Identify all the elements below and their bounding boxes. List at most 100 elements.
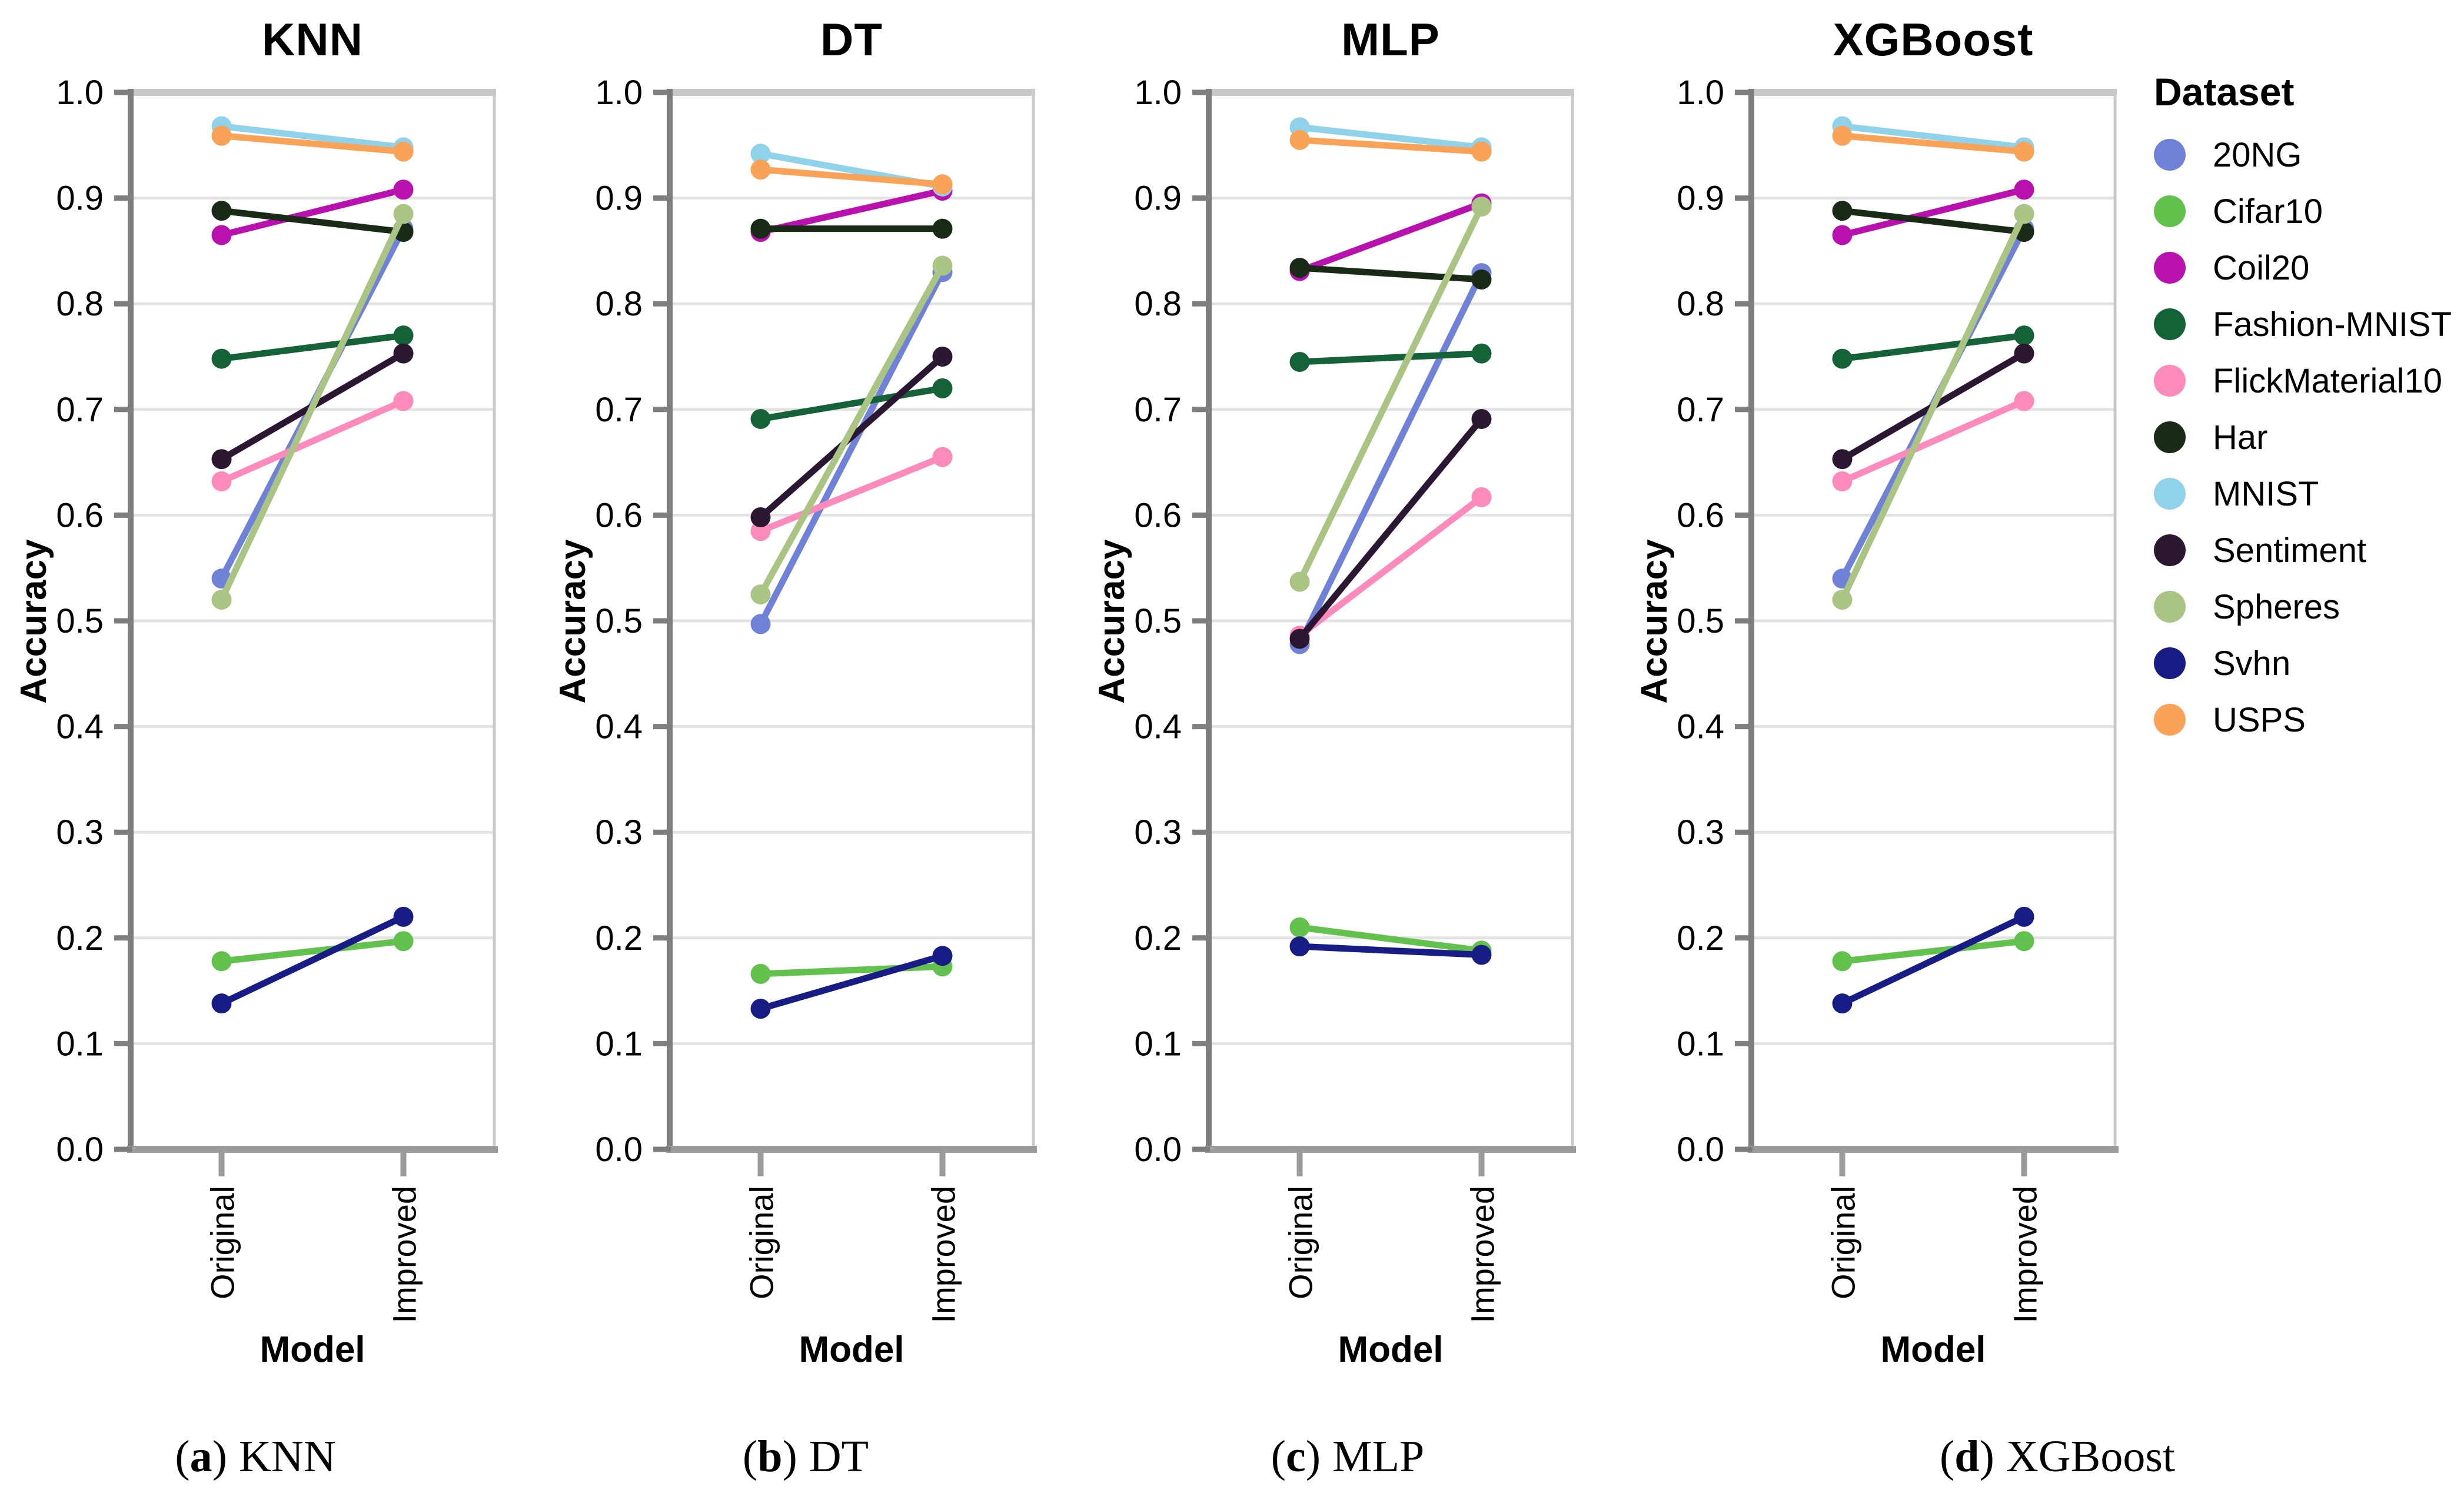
legend-label: USPS xyxy=(2213,700,2306,739)
y-tick-label: 0.7 xyxy=(1134,391,1182,429)
y-tick-label: 0.3 xyxy=(595,813,643,852)
series-point xyxy=(1289,571,1310,592)
caption-text: DT xyxy=(809,1432,869,1481)
legend-swatch-fashion-mnist xyxy=(2154,308,2186,340)
series-line xyxy=(1839,937,2027,965)
y-tick-label: 0.4 xyxy=(1677,708,1724,746)
caption-b: (b) DT xyxy=(570,1431,1041,1482)
y-tick-label: 1.0 xyxy=(1134,74,1182,112)
caption-paren: ) xyxy=(782,1432,797,1481)
caption-letter: a xyxy=(189,1432,212,1481)
y-tick-label: 0.6 xyxy=(595,496,643,534)
y-tick-label: 0.9 xyxy=(1677,179,1724,218)
x-tick-label: Original xyxy=(1282,1186,1319,1299)
series-point xyxy=(750,144,771,164)
series-line xyxy=(1296,200,1485,275)
x-tick-label: Original xyxy=(204,1186,241,1299)
y-tick-label: 0.2 xyxy=(56,919,104,957)
series-line xyxy=(1839,913,2027,1007)
series-point xyxy=(932,447,953,467)
series-point xyxy=(932,946,953,966)
series-line xyxy=(218,186,407,238)
y-tick-label: 0.5 xyxy=(1134,602,1182,640)
series-line xyxy=(757,952,946,1012)
series-line xyxy=(1296,264,1485,283)
caption-paren: ( xyxy=(175,1432,190,1481)
series-point xyxy=(750,963,771,984)
caption-paren: ) xyxy=(212,1432,227,1481)
y-tick-label: 0.8 xyxy=(595,285,643,323)
legend-label: Fashion-MNIST xyxy=(2213,305,2452,344)
legend-label: FlickMaterial10 xyxy=(2213,361,2442,400)
series-point xyxy=(1471,487,1492,507)
series-point xyxy=(211,993,232,1014)
y-axis-label: Accuracy xyxy=(14,539,54,704)
legend-item-fashion-mnist: Fashion-MNIST xyxy=(2154,305,2452,344)
series-point xyxy=(750,521,771,541)
series-point xyxy=(393,325,414,346)
series-line xyxy=(1296,494,1485,639)
series-point xyxy=(393,906,414,927)
series-point xyxy=(1289,129,1310,150)
series-point xyxy=(1471,196,1492,217)
series-point xyxy=(1832,590,1853,610)
panel-xgboost: XGBoost 1.0 0.9 0.8 0.7 0.6 0.5 0.4 0.3 0.2 0.1 0.… xyxy=(1621,0,2162,1503)
series-point xyxy=(1832,951,1853,972)
y-tick-label: 0.2 xyxy=(1677,919,1724,957)
legend-label: Sentiment xyxy=(2213,531,2367,570)
y-tick-label: 1.0 xyxy=(1677,74,1724,112)
y-tick-label: 0.9 xyxy=(56,179,104,218)
x-tick-label: Original xyxy=(743,1186,780,1299)
y-tick-label: 0.8 xyxy=(56,285,104,323)
series-line xyxy=(757,385,946,423)
series-line xyxy=(218,207,407,235)
legend-label: Coil20 xyxy=(2213,248,2310,287)
series-line xyxy=(757,963,946,977)
caption-text: KNN xyxy=(238,1432,336,1481)
legend-item-mnist: MNIST xyxy=(2154,475,2452,513)
series-line xyxy=(1839,186,2027,238)
series-point xyxy=(393,343,414,364)
series-point xyxy=(2014,204,2034,224)
series-point xyxy=(393,179,414,200)
y-tick-label: 0.7 xyxy=(595,391,643,429)
x-tick-label: Improved xyxy=(2007,1186,2044,1323)
panel-title-mlp: MLP xyxy=(1341,14,1440,65)
series-point xyxy=(211,951,232,972)
y-tick-label: 0.9 xyxy=(1134,179,1182,218)
series-line xyxy=(1296,943,1485,959)
y-tick-label: 0.5 xyxy=(56,602,104,640)
series-point xyxy=(932,378,953,398)
series-line xyxy=(1296,270,1485,648)
y-tick-label: 0.5 xyxy=(1677,602,1724,640)
legend-label: 20NG xyxy=(2213,135,2302,174)
series-point xyxy=(2014,906,2034,927)
caption-letter: b xyxy=(757,1432,783,1481)
series-line xyxy=(1296,137,1485,155)
y-tick-label: 0.1 xyxy=(595,1025,643,1063)
series-line xyxy=(757,262,946,598)
panel-dt: DT 1.0 0.9 0.8 0.7 0.6 0.5 0.4 0.3 0.2 0.1 0.0 Orig… xyxy=(539,0,1080,1503)
series-point xyxy=(211,225,232,245)
legend-item-sentiment: Sentiment xyxy=(2154,531,2452,570)
legend-label: Spheres xyxy=(2213,587,2340,626)
series-line xyxy=(218,122,407,151)
series-point xyxy=(393,141,414,162)
series-line xyxy=(1839,397,2027,485)
series-point xyxy=(1471,269,1492,290)
series-point xyxy=(1832,993,1853,1014)
series-point xyxy=(1289,629,1310,649)
y-axis-label: Accuracy xyxy=(1092,539,1132,704)
legend-item-usps: USPS xyxy=(2154,700,2452,739)
legend-swatch-cifar10 xyxy=(2154,195,2186,227)
series-point xyxy=(750,408,771,429)
legend-label: Cifar10 xyxy=(2213,192,2323,231)
series-line xyxy=(757,166,946,188)
series-point xyxy=(211,201,232,221)
y-tick-label: 0.3 xyxy=(1134,813,1182,852)
series-point xyxy=(932,255,953,276)
series-point xyxy=(750,584,771,605)
panel-knn: KNN 1.0 0.9 0.8 0.7 0.6 0.5 0.4 0.3 0.2 0.1 0.0 Ori… xyxy=(0,0,541,1503)
series-line xyxy=(1296,203,1485,586)
